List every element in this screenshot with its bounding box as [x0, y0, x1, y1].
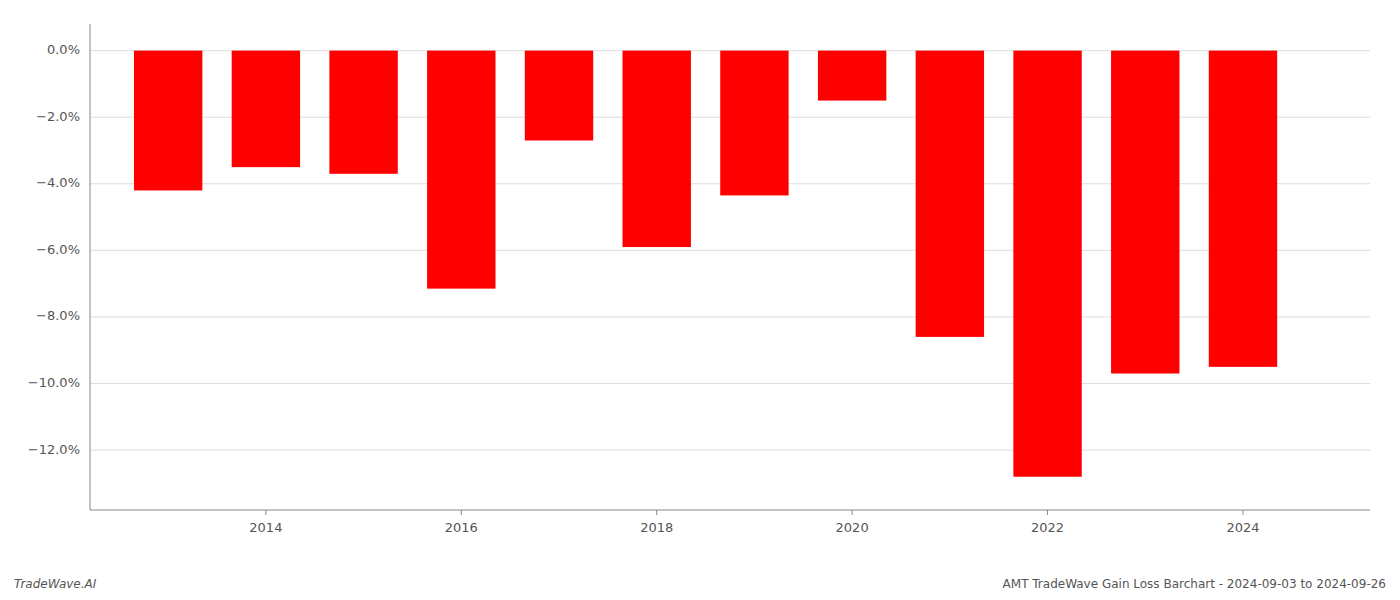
x-tick — [461, 510, 462, 515]
bar — [818, 51, 886, 101]
y-tick-label: 0.0% — [47, 42, 80, 57]
x-tick-label: 2022 — [1031, 520, 1064, 535]
x-tick-label: 2014 — [249, 520, 282, 535]
y-tick-label: −6.0% — [36, 242, 80, 257]
y-axis: 0.0% −2.0% −4.0% −6.0% −8.0% −10.0% −12.0% — [28, 42, 80, 456]
x-tick — [1047, 510, 1048, 515]
x-tick-label: 2020 — [836, 520, 869, 535]
bar — [1013, 51, 1081, 477]
bars — [134, 51, 1277, 477]
footer-left: TradeWave.AI — [14, 577, 97, 591]
chart: 0.0% −2.0% −4.0% −6.0% −8.0% −10.0% −12.0% 2014… — [0, 0, 1400, 600]
x-tick-label: 2024 — [1226, 520, 1259, 535]
x-tick-label: 2018 — [640, 520, 673, 535]
y-axis-line — [90, 24, 91, 510]
x-tick — [656, 510, 657, 515]
y-tick-label: −8.0% — [36, 308, 80, 323]
grid-line — [90, 450, 1370, 451]
bar — [1209, 51, 1277, 367]
x-axis-line — [90, 509, 1370, 510]
x-axis: 2014 2016 2018 2020 2022 2024 — [249, 510, 1259, 535]
bar — [232, 51, 300, 168]
x-tick-label: 2016 — [445, 520, 478, 535]
grid — [90, 51, 1370, 450]
grid-line — [90, 383, 1370, 384]
y-tick-label: −12.0% — [28, 442, 80, 457]
bar — [916, 51, 984, 337]
bar — [720, 51, 788, 196]
bar — [134, 51, 202, 191]
bar — [623, 51, 691, 247]
y-tick-label: −10.0% — [28, 375, 80, 390]
x-tick — [852, 510, 853, 515]
bar — [525, 51, 593, 141]
x-tick — [265, 510, 266, 515]
bar — [329, 51, 397, 174]
footer-right: AMT TradeWave Gain Loss Barchart - 2024-… — [1003, 577, 1386, 591]
bar — [1111, 51, 1179, 374]
y-tick-label: −4.0% — [36, 175, 80, 190]
x-tick — [1242, 510, 1243, 515]
y-tick-label: −2.0% — [36, 109, 80, 124]
bar — [427, 51, 495, 289]
